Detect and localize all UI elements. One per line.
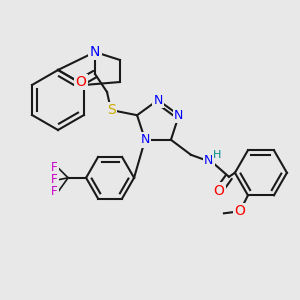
Text: O: O bbox=[214, 184, 224, 198]
Text: F: F bbox=[51, 161, 57, 174]
Text: N: N bbox=[174, 109, 184, 122]
Text: N: N bbox=[204, 154, 214, 167]
Text: H: H bbox=[213, 150, 221, 160]
Text: N: N bbox=[140, 133, 150, 146]
Text: N: N bbox=[153, 94, 163, 106]
Text: N: N bbox=[90, 45, 100, 59]
Text: O: O bbox=[235, 204, 245, 218]
Text: F: F bbox=[51, 185, 57, 198]
Text: S: S bbox=[106, 103, 116, 117]
Text: O: O bbox=[76, 75, 86, 89]
Text: F: F bbox=[51, 173, 57, 186]
